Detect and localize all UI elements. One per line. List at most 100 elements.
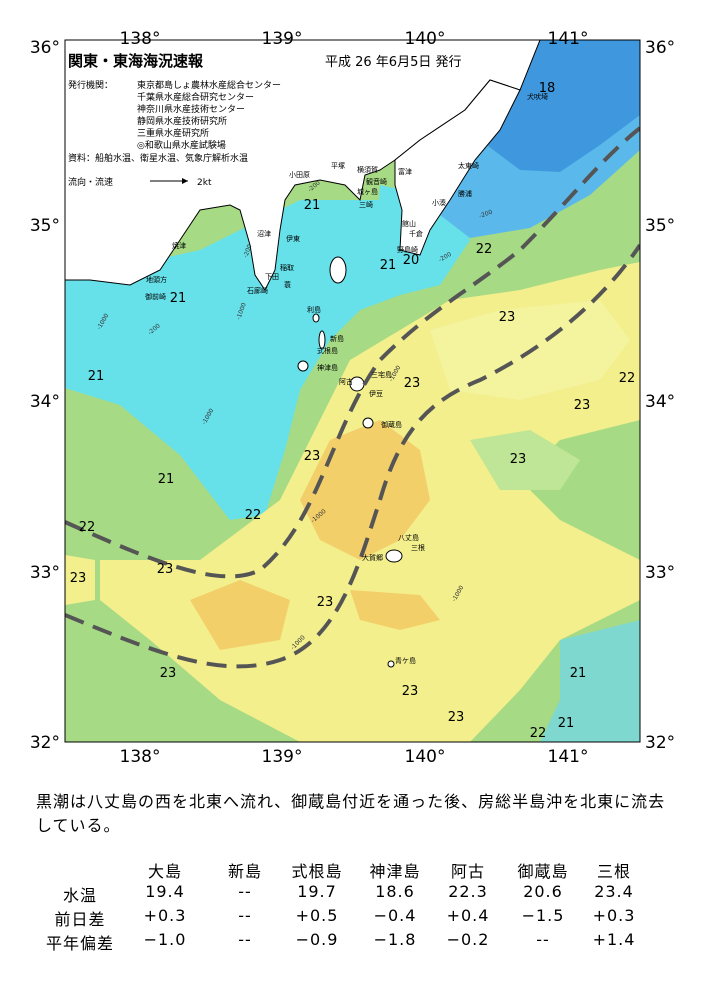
lat-label: 36°	[30, 38, 60, 58]
lon-label: 138°	[120, 29, 161, 49]
place-name: 富津	[398, 167, 412, 176]
place-name: 小湊	[432, 198, 446, 207]
place-name: 稲取	[280, 263, 294, 272]
place-name: 伊東	[286, 234, 300, 243]
table-cell: 18.6	[375, 882, 415, 901]
place-name: 御蔵島	[381, 420, 402, 429]
place-name: 館山	[402, 219, 416, 228]
table-cell: 23.4	[594, 882, 634, 901]
place-name: 式根島	[317, 346, 338, 355]
column-header: 阿古	[450, 862, 486, 881]
place-name: 太東崎	[458, 161, 479, 170]
isotherm-label: 21	[158, 472, 175, 487]
table-cell: +0.3	[592, 906, 636, 925]
isotherm-label: 18	[539, 81, 556, 96]
column-header: 神津島	[369, 862, 421, 881]
lat-label: 36°	[645, 38, 675, 58]
lat-label: 33°	[30, 563, 60, 583]
place-name: 八丈島	[398, 533, 419, 542]
column-header: 新島	[227, 862, 263, 881]
isotherm-label: 22	[79, 520, 96, 535]
place-name: 石廊崎	[247, 286, 268, 295]
lon-label: 139°	[262, 29, 303, 49]
lat-label: 34°	[30, 392, 60, 412]
lat-label: 35°	[30, 216, 60, 236]
place-name: 横須賀	[357, 165, 378, 174]
table-cell: 20.6	[523, 882, 563, 901]
table-cell: 19.7	[297, 882, 337, 901]
title: 関東・東海海況速報	[68, 52, 204, 70]
place-name: 神津島	[317, 363, 338, 372]
publisher: 東京都島しょ農林水産総合センター	[137, 79, 281, 91]
lat-label: 34°	[645, 392, 675, 412]
place-name: 勝浦	[458, 189, 472, 198]
source: 資料：船舶水温、衛星水温、気象庁解析水温	[68, 152, 248, 164]
place-name: 阿古	[339, 377, 353, 386]
row-label: 水温	[62, 886, 98, 905]
isotherm-label: 23	[70, 571, 87, 586]
table-cell: −0.9	[295, 930, 339, 949]
table-cell: −0.2	[446, 930, 490, 949]
table-cell: --	[536, 930, 550, 949]
table-cell: −1.0	[143, 930, 187, 949]
place-name: 蓑	[284, 280, 291, 289]
legend-scale: 2kt	[197, 178, 212, 188]
lon-label: 141°	[548, 29, 589, 49]
isotherm-label: 21	[558, 716, 575, 731]
place-name: 観音崎	[366, 177, 387, 186]
publisher: 三重県水産研究所	[137, 127, 209, 139]
isotherm-label: 23	[574, 398, 591, 413]
row-label: 平年偏差	[45, 934, 115, 953]
publisher: 神奈川県水産技術センター	[137, 103, 245, 115]
row-label: 前日差	[54, 910, 106, 929]
isotherm-label: 23	[317, 595, 334, 610]
isotherm-label: 21	[170, 291, 187, 306]
lon-label: 140°	[405, 747, 446, 767]
isotherm-label: 23	[404, 376, 421, 391]
table-cell: --	[238, 906, 252, 925]
publisher: ◎和歌山県水産試験場	[137, 139, 226, 151]
isotherm-label: 21	[304, 198, 321, 213]
place-name: 城ヶ島	[357, 187, 378, 196]
isotherm-label: 23	[510, 452, 527, 467]
map-frame	[64, 39, 641, 743]
publisher-label: 発行機関：	[68, 79, 113, 91]
table-cell: +0.4	[446, 906, 490, 925]
place-name: 地頭方	[146, 275, 167, 284]
sst-map: 関東・東海海況速報 平成 26 年6月5日 発行 発行機関： 資料：船舶水温、衛…	[30, 29, 675, 767]
column-header: 御蔵島	[517, 862, 569, 881]
place-name: 新島	[330, 334, 344, 343]
place-name: 三根	[411, 543, 425, 552]
table-cell: 19.4	[145, 882, 185, 901]
place-name: 青ケ島	[395, 656, 416, 665]
place-name: 三宅島	[371, 370, 392, 379]
summary: 黒潮は八丈島の西を北東へ流れ、御蔵島付近を通った後、房総半島沖を北東に流去してい…	[36, 792, 666, 835]
depth-label: -200	[242, 243, 253, 258]
isotherm-label: 21	[380, 258, 397, 273]
column-header: 三根	[596, 862, 632, 881]
lon-label: 140°	[405, 29, 446, 49]
publisher: 千葉県水産総合研究センター	[137, 91, 254, 103]
table-cell: −1.8	[373, 930, 417, 949]
lat-label: 35°	[645, 216, 675, 236]
table-cell: --	[238, 930, 252, 949]
place-name: 千倉	[409, 229, 423, 238]
lon-label: 141°	[548, 747, 589, 767]
isotherm-label: 22	[530, 726, 547, 741]
lat-label: 33°	[645, 563, 675, 583]
isotherm-label: 22	[619, 371, 636, 386]
place-name: 伊豆	[369, 389, 383, 398]
place-name: 利島	[307, 305, 321, 314]
lon-label: 139°	[262, 747, 303, 767]
place-name: 野島崎	[397, 245, 418, 254]
isotherm-label: 23	[157, 562, 174, 577]
isotherm-label: 22	[476, 242, 493, 257]
place-name: 焼津	[172, 241, 186, 250]
isotherm-label: 21	[570, 666, 587, 681]
table-cell: +0.3	[143, 906, 187, 925]
isotherm-label: 20	[403, 253, 420, 268]
isotherm-label: 23	[499, 310, 516, 325]
issued: 平成 26 年6月5日 発行	[325, 55, 461, 70]
isotherm-label: 23	[448, 710, 465, 725]
